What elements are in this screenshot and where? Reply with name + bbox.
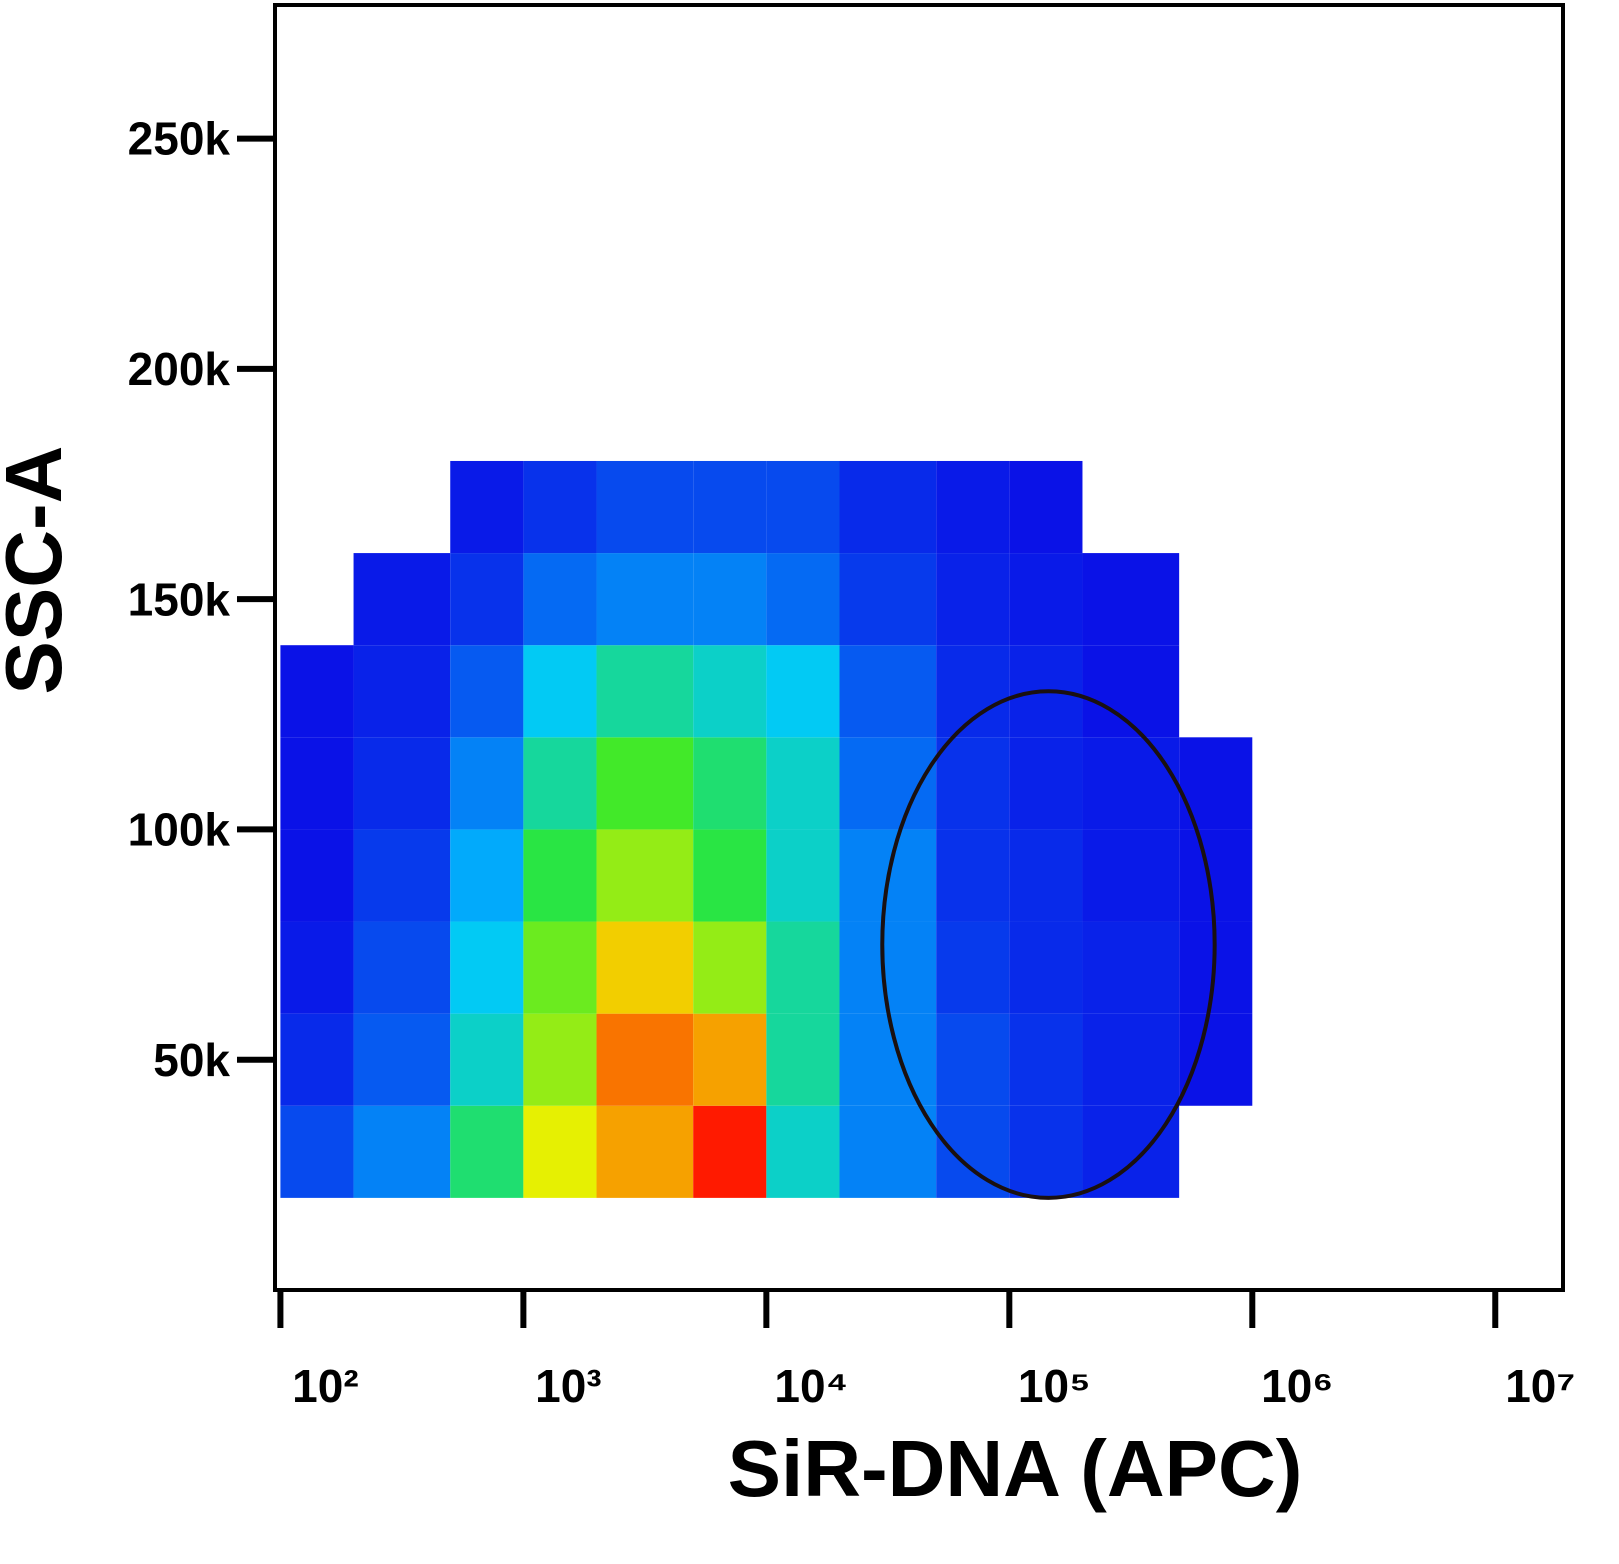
density-cell (523, 460, 597, 554)
x-tick-label: 10³ (535, 1360, 601, 1412)
density-cell (1009, 1013, 1083, 1106)
density-cell (353, 645, 451, 738)
y-tick-label: 100k (128, 804, 231, 856)
density-cell (353, 921, 451, 1014)
density-cell (280, 737, 354, 830)
density-cell (693, 1013, 767, 1106)
density-cell (936, 1013, 1010, 1106)
density-cell (280, 921, 354, 1014)
density-cell (766, 921, 840, 1014)
density-cell (1009, 921, 1083, 1014)
density-cell (596, 737, 694, 830)
x-tick-label: 10⁶ (1261, 1360, 1333, 1412)
density-cell (1082, 921, 1180, 1014)
density-cell (596, 460, 694, 554)
y-tick-label: 50k (153, 1034, 230, 1086)
density-cell (766, 737, 840, 830)
x-tick-label: 10⁷ (1505, 1360, 1575, 1412)
density-cell (523, 645, 597, 738)
density-cell (1179, 829, 1253, 922)
density-cell (936, 737, 1010, 830)
density-cell (1009, 553, 1083, 646)
density-cell (936, 645, 1010, 738)
density-cell (353, 1105, 451, 1198)
density-cell (523, 1013, 597, 1106)
density-cell (1082, 1013, 1180, 1106)
density-cell (450, 829, 524, 922)
density-cell (280, 645, 354, 738)
x-tick-label: 10⁵ (1018, 1360, 1091, 1412)
density-cell (1009, 1105, 1083, 1198)
y-tick-label: 250k (128, 113, 231, 165)
density-cell (936, 553, 1010, 646)
density-cell (1009, 737, 1083, 830)
density-cell (936, 1105, 1010, 1198)
density-cell (693, 829, 767, 922)
density-cell (523, 1105, 597, 1198)
density-cell (693, 921, 767, 1014)
density-cell (450, 460, 524, 554)
density-cell (353, 829, 451, 922)
x-tick-label: 10² (292, 1360, 358, 1412)
density-cell (936, 829, 1010, 922)
density-cell (839, 1105, 937, 1198)
y-tick-label: 150k (128, 573, 231, 625)
density-cell (839, 1013, 937, 1106)
density-cell (693, 460, 767, 554)
density-cell (280, 829, 354, 922)
density-cell (1009, 829, 1083, 922)
density-cell (450, 1013, 524, 1106)
density-cell (280, 1105, 354, 1198)
density-cell (839, 645, 937, 738)
density-cell (596, 1013, 694, 1106)
density-cell (936, 921, 1010, 1014)
density-cell (1082, 553, 1180, 646)
density-cell (353, 737, 451, 830)
density-cell (1082, 829, 1180, 922)
density-cell (839, 553, 937, 646)
density-cell (1179, 1013, 1253, 1106)
density-cell (450, 737, 524, 830)
density-cell (693, 737, 767, 830)
density-cell (766, 553, 840, 646)
density-cell (450, 921, 524, 1014)
density-cell (1082, 737, 1180, 830)
x-tick-label: 10⁴ (774, 1360, 848, 1412)
density-cell (523, 737, 597, 830)
density-cell (766, 460, 840, 554)
density-cell (596, 921, 694, 1014)
density-cell (523, 553, 597, 646)
density-cell (523, 829, 597, 922)
density-cell (596, 645, 694, 738)
density-cell (280, 1013, 354, 1106)
density-cell (450, 645, 524, 738)
gate (880, 689, 1217, 1200)
density-cell (450, 553, 524, 646)
x-axis-title: SiR-DNA (APC) (728, 1424, 1303, 1513)
density-cell (936, 460, 1010, 554)
density-cell (839, 460, 937, 554)
density-cell (693, 1105, 767, 1198)
y-axis-title: SSC-A (0, 446, 78, 695)
density-cell (693, 553, 767, 646)
density-cell (766, 1105, 840, 1198)
density-cell (523, 921, 597, 1014)
density-cell (353, 553, 451, 646)
density-cell (766, 1013, 840, 1106)
density-cell (766, 645, 840, 738)
density-cell (596, 1105, 694, 1198)
density-cell (353, 1013, 451, 1106)
density-cell (1082, 1105, 1180, 1198)
density-cell (1009, 460, 1083, 554)
density-cell (766, 829, 840, 922)
y-tick-label: 200k (128, 343, 231, 395)
density-cell (596, 553, 694, 646)
density-cell (450, 1105, 524, 1198)
density-cell (596, 829, 694, 922)
plot-frame (273, 3, 1565, 1292)
density-cell (693, 645, 767, 738)
